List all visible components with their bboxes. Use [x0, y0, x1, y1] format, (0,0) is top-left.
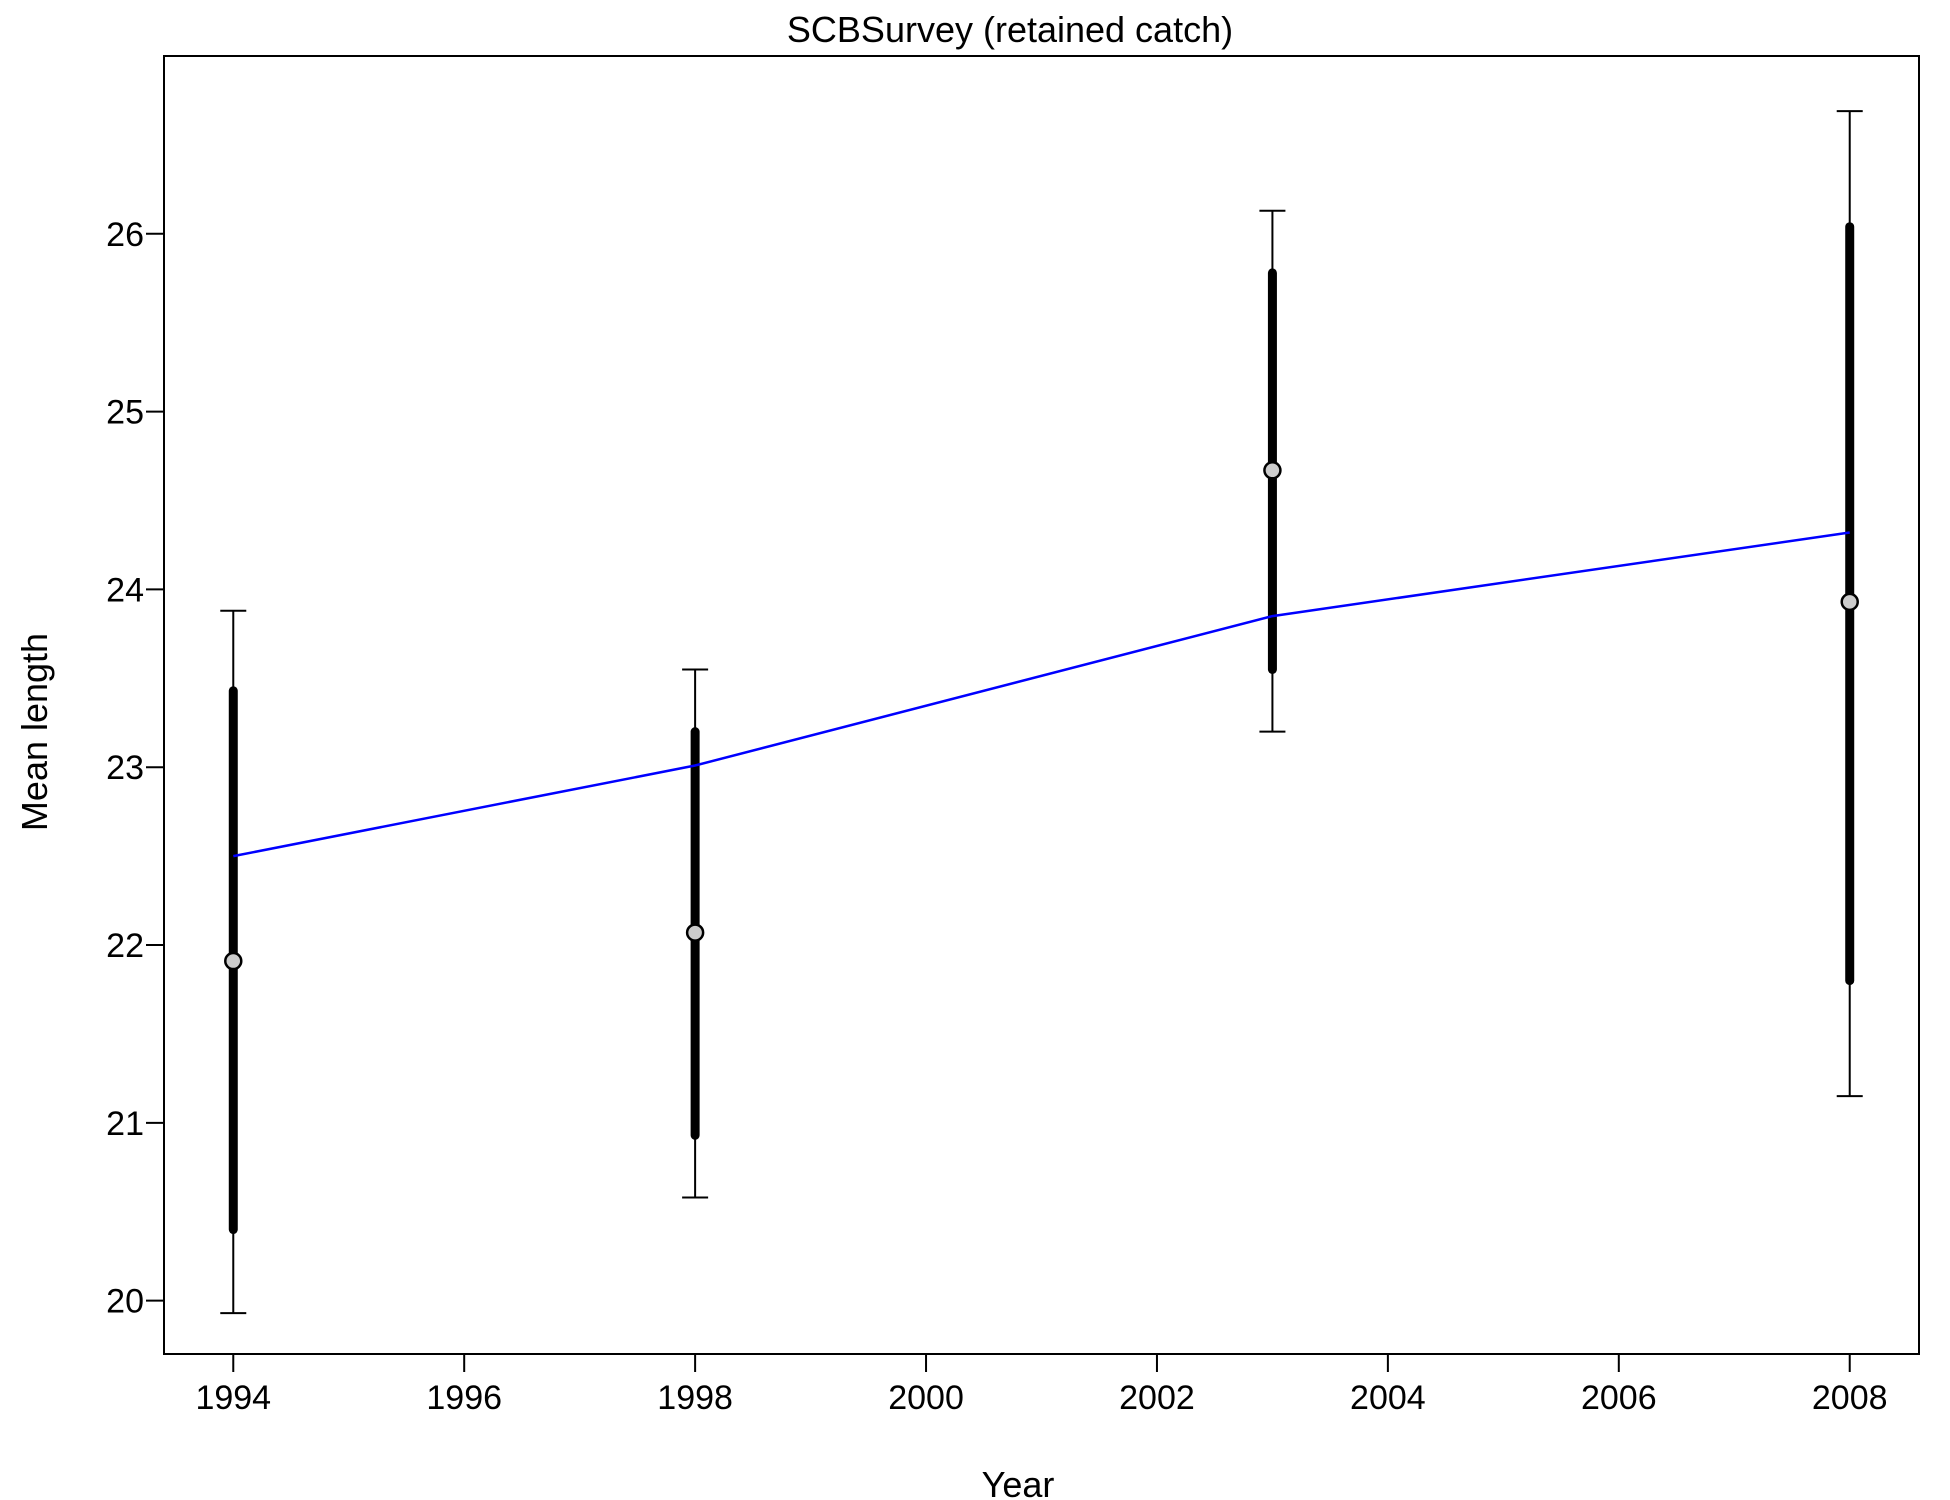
observed-point — [685, 923, 705, 942]
y-axis-label: Mean length — [14, 633, 55, 831]
x-axis-label: Year — [982, 1464, 1055, 1500]
x-tick-label: 2004 — [1350, 1379, 1426, 1417]
x-tick-label: 2008 — [1812, 1379, 1888, 1417]
x-tick-label: 2002 — [1119, 1379, 1195, 1417]
expected-line-group — [233, 531, 1850, 858]
expected-line — [233, 531, 1850, 858]
y-tick-label: 25 — [106, 394, 144, 432]
x-tick-label: 1996 — [426, 1379, 502, 1417]
x-axis: 1994 1996 1998 2000 2002 2004 2006 2008 — [195, 1354, 1888, 1417]
y-tick-label: 23 — [106, 749, 144, 787]
y-axis: 20 21 22 23 24 25 26 — [106, 216, 164, 1321]
x-tick-label: 1998 — [657, 1379, 733, 1417]
plot-frame — [163, 55, 1920, 1355]
x-tick-label: 2006 — [1581, 1379, 1657, 1417]
chart-title: SCBSurvey (retained catch) — [787, 9, 1233, 50]
y-tick-label: 26 — [106, 216, 144, 254]
y-tick-label: 24 — [106, 571, 144, 609]
y-tick-label: 21 — [106, 1105, 144, 1143]
y-tick-label: 20 — [106, 1283, 144, 1321]
observed-points — [224, 461, 1859, 971]
x-tick-label: 1994 — [195, 1379, 271, 1417]
observed-point — [1840, 592, 1859, 612]
observed-point — [1263, 461, 1282, 480]
observed-point — [224, 951, 243, 971]
y-tick-label: 22 — [106, 927, 144, 965]
x-tick-label: 2000 — [888, 1379, 964, 1417]
